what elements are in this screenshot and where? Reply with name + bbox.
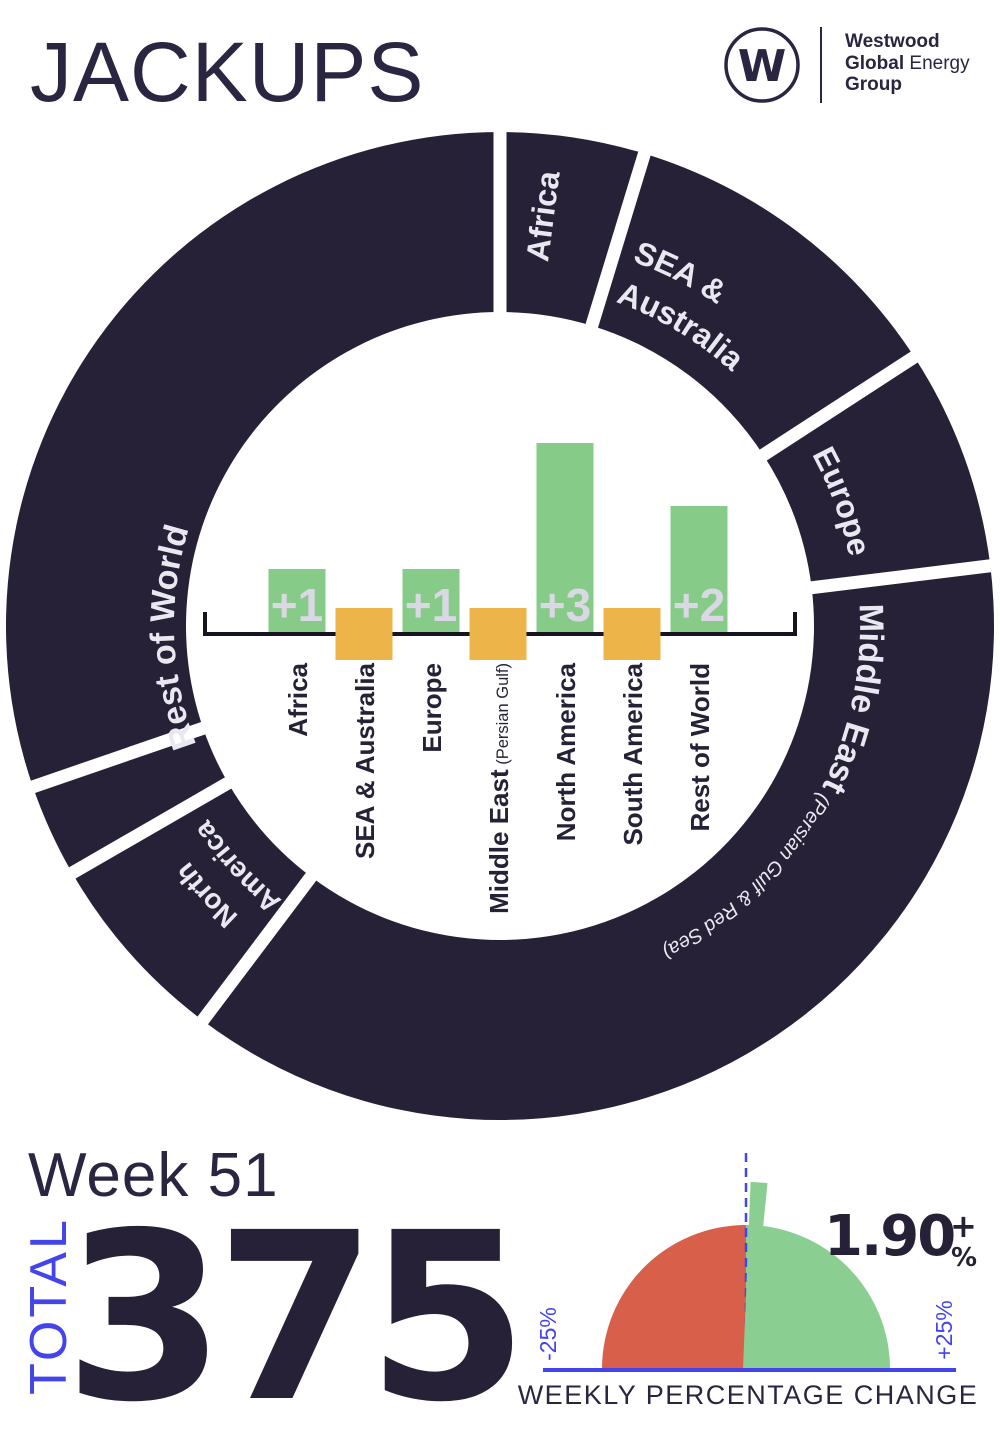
total-label: TOTAL <box>20 1217 78 1395</box>
gauge-value: 1.90 <box>824 1204 954 1269</box>
gauge-needle <box>743 1181 768 1370</box>
bar-value-label: +3 <box>539 579 591 631</box>
donut-gap-line <box>581 137 656 342</box>
logo-line-1: Westwood <box>845 31 940 52</box>
bar-europe <box>402 569 460 632</box>
bar-category-label: South America <box>618 662 648 845</box>
bar-sea-australia-no-change <box>335 608 393 660</box>
bar-rest-of-world <box>670 506 728 632</box>
company-logo: W <box>724 27 822 103</box>
donut-gap-line <box>16 717 219 798</box>
donut-segment-africa <box>500 132 645 326</box>
bar-africa <box>268 569 326 632</box>
logo-circle-icon <box>724 27 800 103</box>
donut-gap-line <box>188 861 325 1037</box>
page-title: JACKUPS <box>30 25 425 119</box>
gauge-positive-half <box>746 1225 890 1369</box>
gauge-max-label: +25% <box>931 1300 957 1359</box>
bar-category-label: North America <box>551 662 581 841</box>
donut-segment-south-america <box>32 728 229 873</box>
bar-category-note: (Persian Gulf) <box>494 663 512 769</box>
donut-segment-europe <box>763 356 991 588</box>
bar-category-label: Europe <box>417 663 447 753</box>
bar-value-label: +1 <box>271 579 323 631</box>
weekly-percentage-gauge <box>543 1153 956 1372</box>
week-label: Week 51 <box>28 1141 279 1210</box>
logo-line-3: Group <box>845 74 902 95</box>
bar-value-label: +2 <box>673 579 725 631</box>
bar-value-label: +1 <box>405 579 457 631</box>
bar-middle-east-no-change <box>469 608 527 660</box>
donut-gap-line <box>748 343 931 469</box>
donut-segment-sea-australia <box>591 153 915 455</box>
bar-south-america-no-change <box>603 608 661 660</box>
bar-category-label: Africa <box>283 662 313 736</box>
logo-monogram-icon: W <box>738 41 787 92</box>
total-value: 375 <box>64 1183 518 1440</box>
donut-gap-line <box>796 558 1000 596</box>
donut-gap-line <box>55 770 244 887</box>
logo-text: Westwood Global Energy Group <box>845 31 970 96</box>
bar-category-label: Rest of World <box>685 663 715 832</box>
gauge-value-sign: + <box>950 1207 977 1245</box>
donut-segment-rest-of-world <box>5 132 501 787</box>
logo-line-2: Global Energy <box>845 52 970 74</box>
bar-category-label: SEA & Australia <box>350 662 380 859</box>
gauge-value-unit: % <box>951 1243 977 1273</box>
gauge-negative-half <box>602 1225 746 1369</box>
gauge-caption: WEEKLY PERCENTAGE CHANGE <box>518 1380 979 1410</box>
gauge-min-label: -25% <box>535 1307 561 1361</box>
donut-segment-middle-east <box>202 565 995 1121</box>
bar-north-america <box>536 443 594 632</box>
